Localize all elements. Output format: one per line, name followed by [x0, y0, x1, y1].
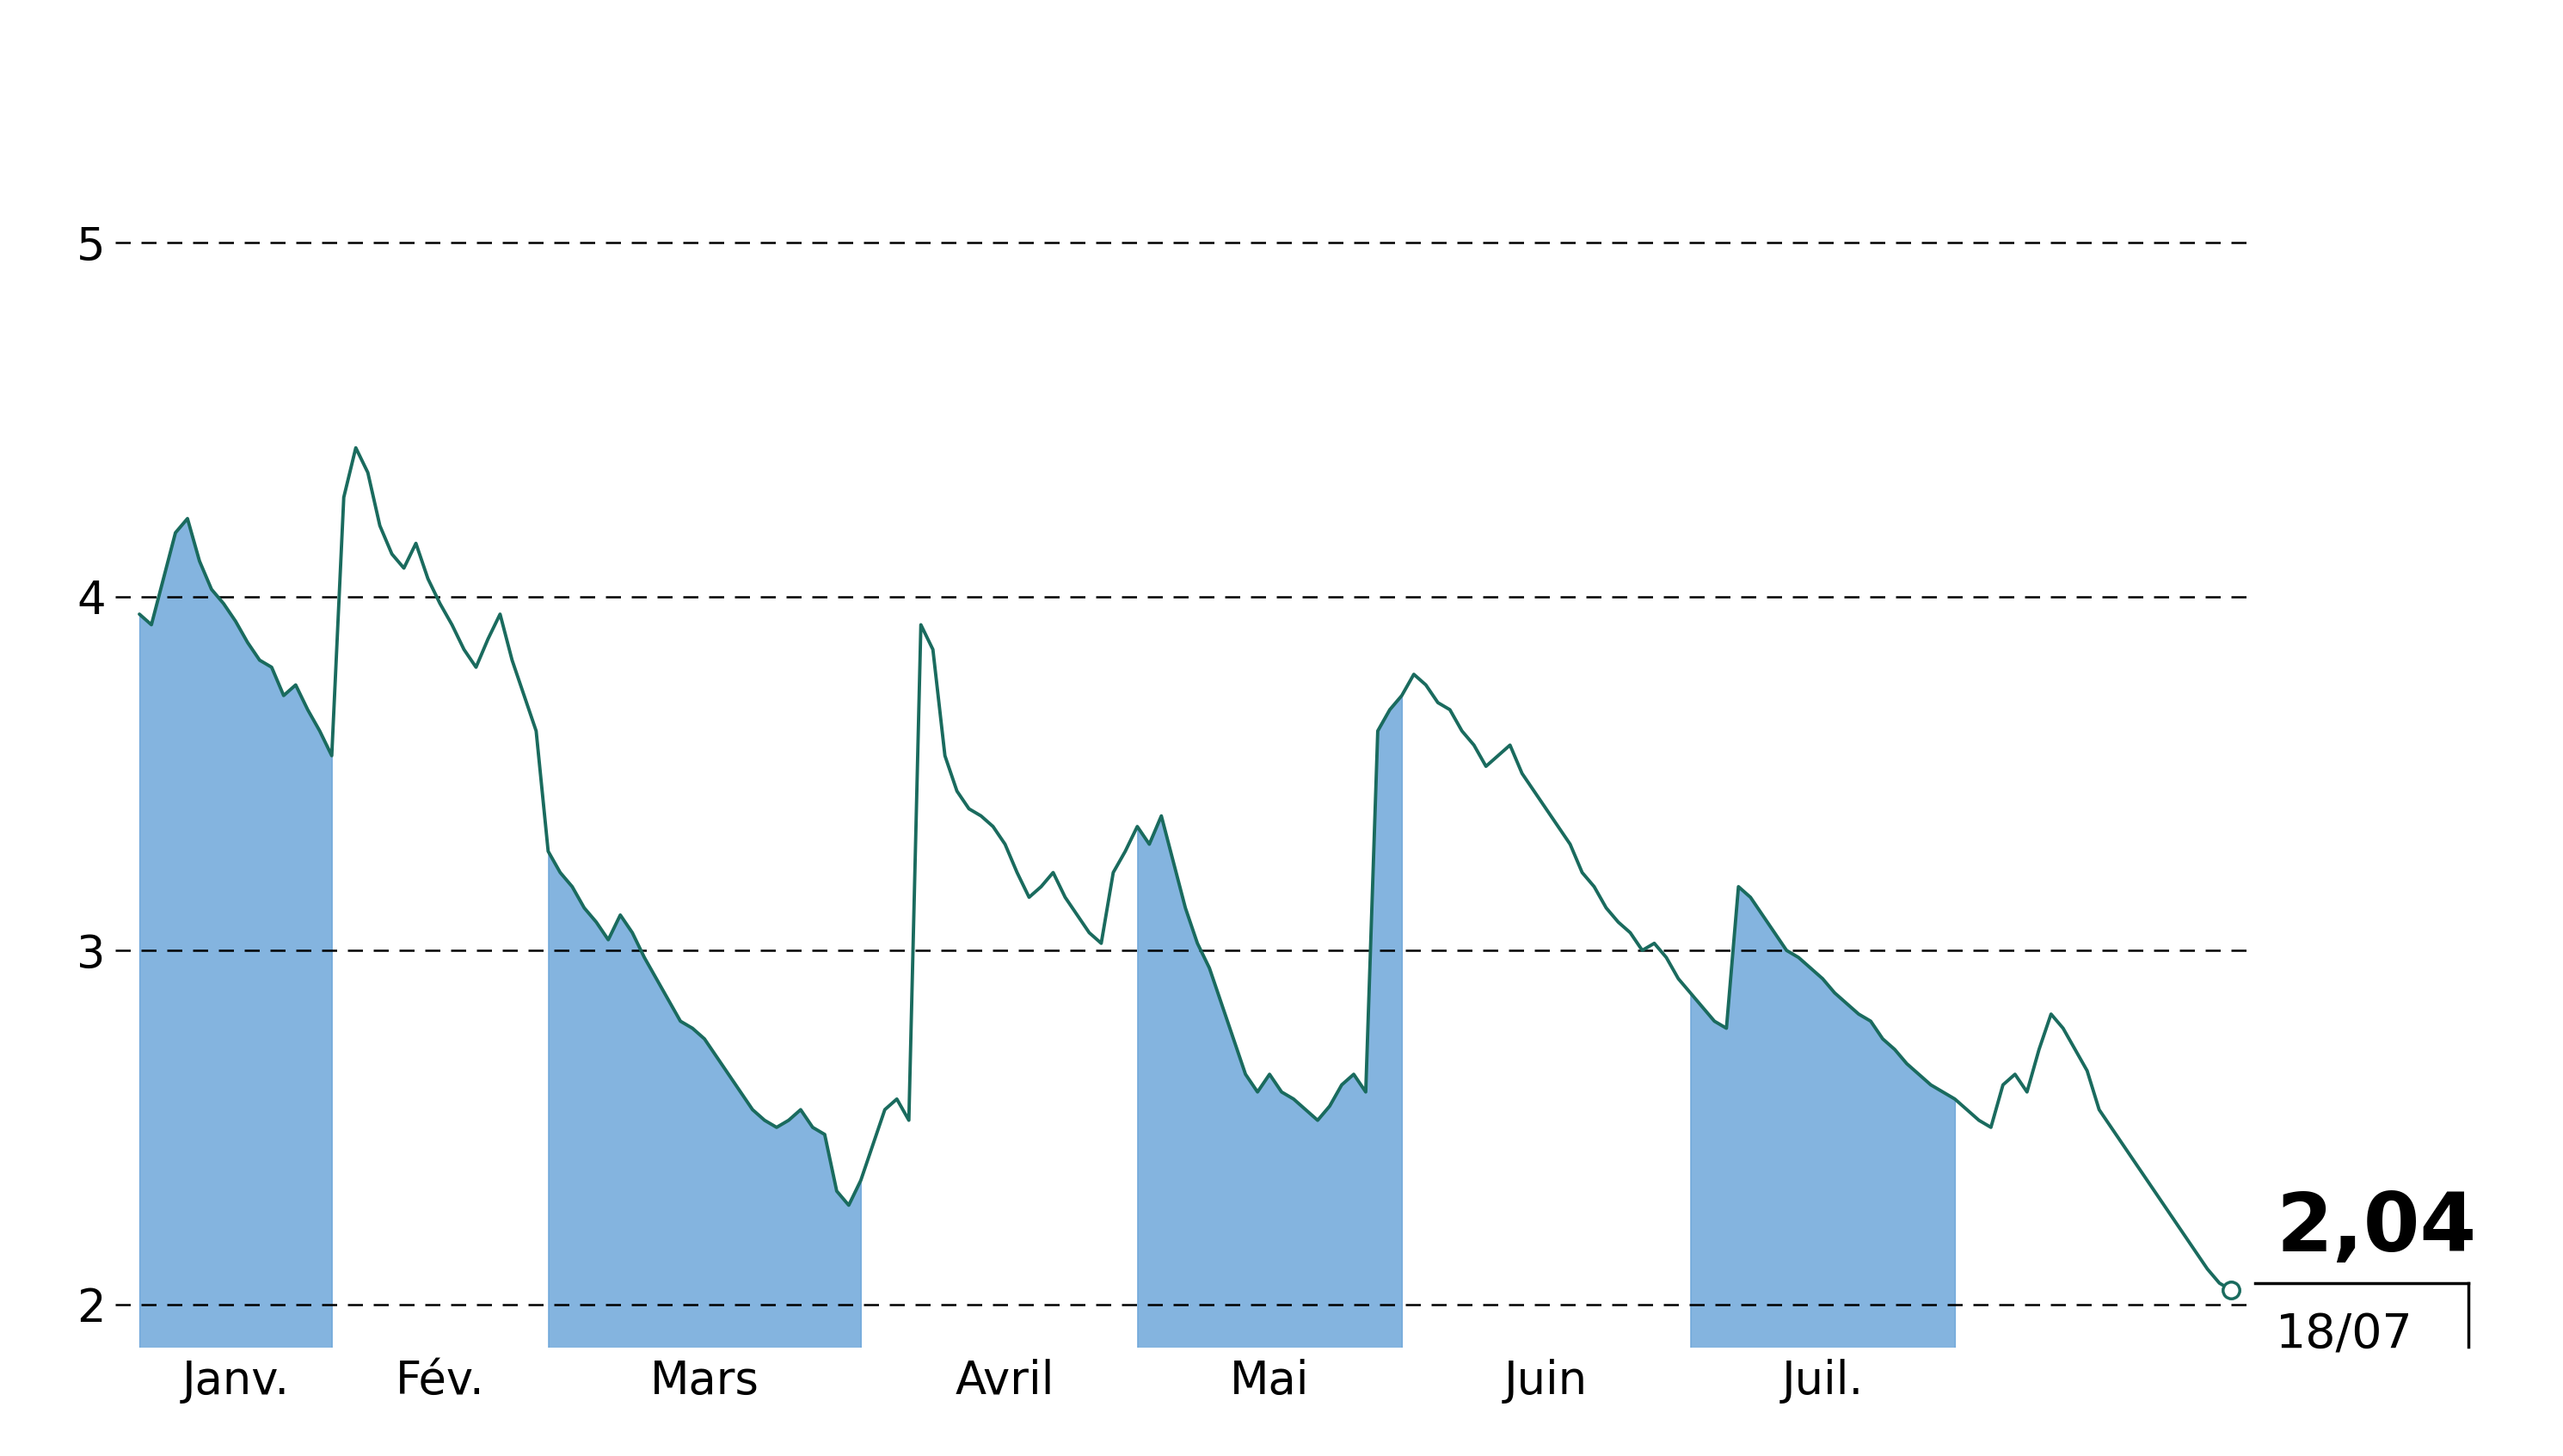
Text: 2,04: 2,04	[2276, 1190, 2476, 1268]
Text: MEDIANTECHNOLOGIES: MEDIANTECHNOLOGIES	[636, 16, 1927, 112]
Text: 18/07: 18/07	[2276, 1312, 2414, 1358]
